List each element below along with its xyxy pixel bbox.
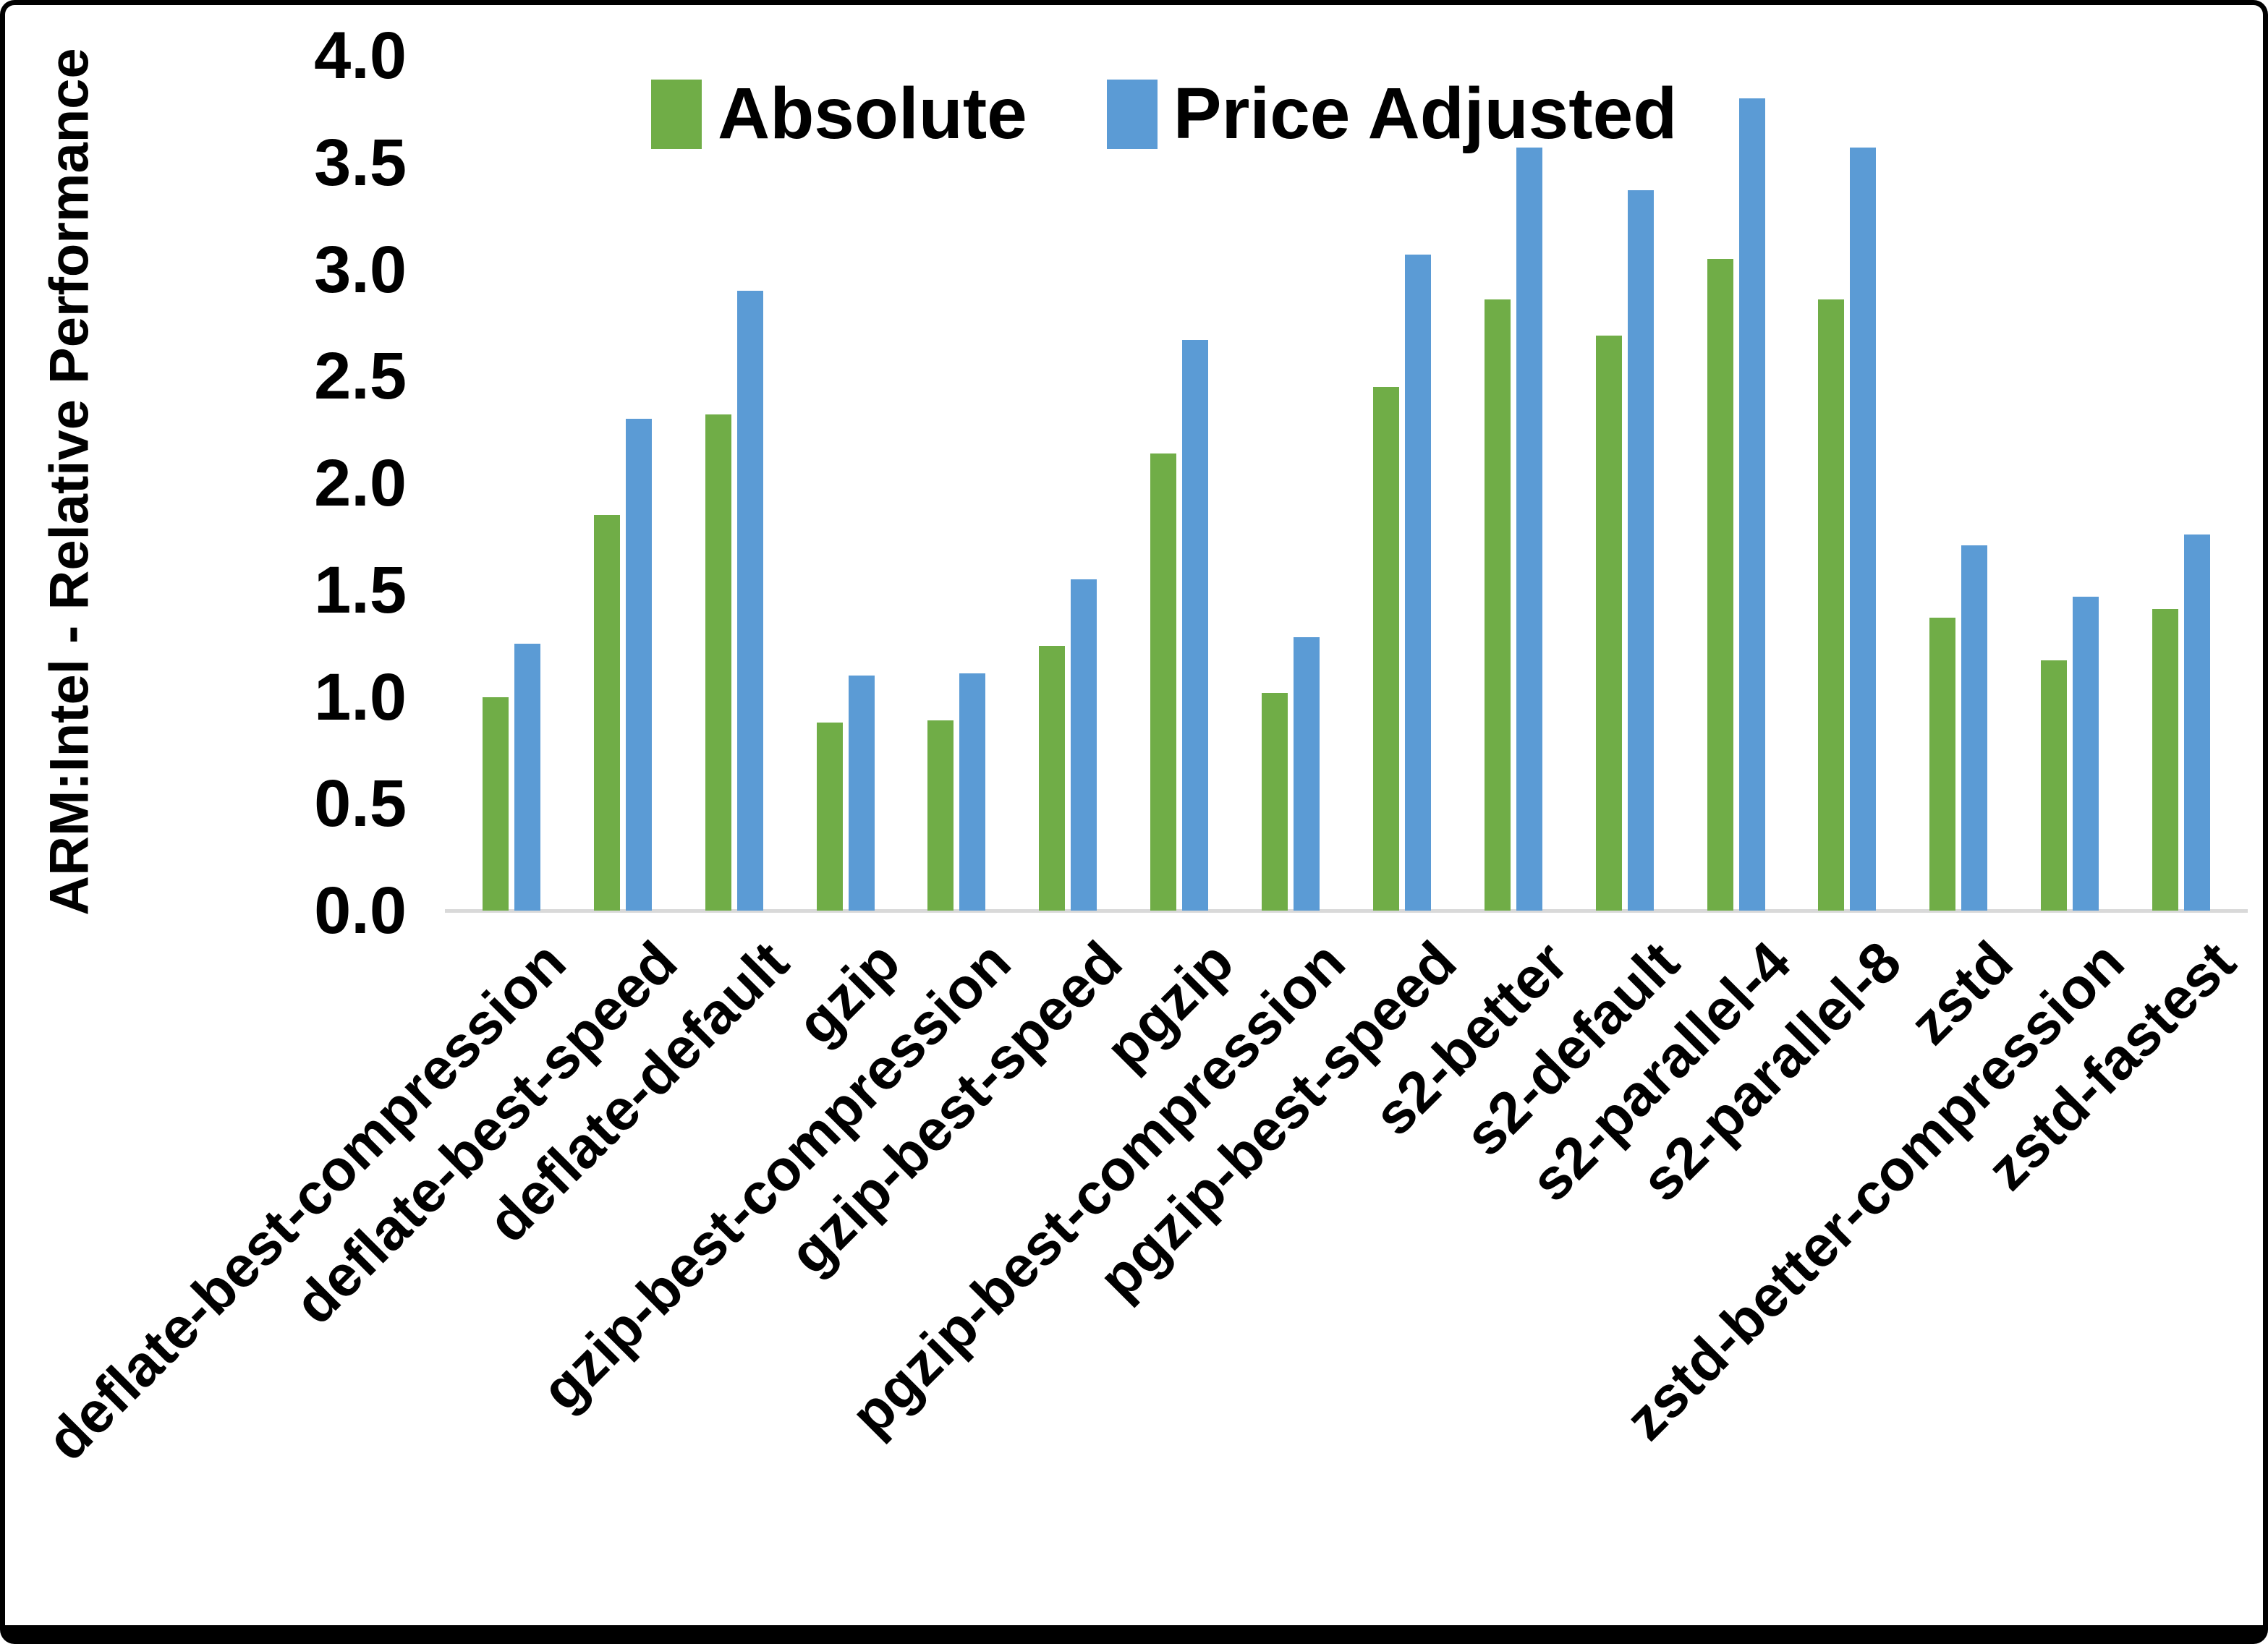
- bar-absolute-deflate-default: [705, 414, 731, 911]
- bar-price-adjusted-zstd: [1961, 545, 1988, 911]
- legend: Absolute Price Adjusted: [651, 72, 1677, 156]
- bar-price-adjusted-zstd-better-compression: [2073, 596, 2099, 911]
- bar-absolute-zstd: [1929, 618, 1956, 911]
- bar-price-adjusted-s2-parallel-4: [1738, 98, 1765, 911]
- bar-price-adjusted-s2-default: [1627, 190, 1654, 911]
- y-axis-title: ARM:Intel - Relative Performance: [38, 48, 101, 916]
- legend-item-absolute: Absolute: [651, 72, 1027, 156]
- bar-absolute-pgzip: [1150, 453, 1177, 911]
- bar-absolute-gzip: [816, 722, 843, 911]
- bar-absolute-pgzip-best-compression: [1262, 692, 1288, 911]
- y-tick-label: 0.0: [314, 874, 407, 947]
- bar-price-adjusted-deflate-default: [736, 291, 763, 911]
- y-tick-label: 0.5: [314, 767, 407, 841]
- bar-price-adjusted-pgzip-best-speed: [1404, 254, 1431, 911]
- bar-absolute-deflate-best-speed: [593, 515, 620, 911]
- bar-price-adjusted-gzip-best-compression: [959, 673, 986, 911]
- bar-price-adjusted-pgzip: [1182, 340, 1209, 911]
- bar-absolute-s2-default: [1595, 336, 1622, 911]
- legend-swatch-price-adjusted: [1106, 79, 1158, 149]
- y-tick-label: 3.5: [314, 125, 407, 200]
- bar-price-adjusted-s2-better: [1516, 148, 1542, 911]
- legend-label: Price Adjusted: [1173, 73, 1678, 154]
- bar-absolute-zstd-fastest: [2152, 609, 2179, 911]
- bar-price-adjusted-zstd-fastest: [2184, 534, 2211, 911]
- y-tick-label: 2.0: [314, 446, 407, 520]
- legend-label: Absolute: [718, 73, 1027, 154]
- y-tick-label: 2.5: [314, 339, 407, 414]
- bar-absolute-s2-parallel-4: [1707, 258, 1733, 911]
- bar-price-adjusted-gzip: [848, 675, 875, 911]
- bar-absolute-deflate-best-compression: [482, 697, 509, 911]
- legend-swatch-absolute: [651, 79, 702, 149]
- y-tick-label: 4.0: [314, 19, 407, 93]
- bar-absolute-pgzip-best-speed: [1372, 387, 1399, 911]
- x-axis-line: [445, 909, 2248, 913]
- bar-price-adjusted-deflate-best-compression: [514, 643, 540, 911]
- bar-price-adjusted-pgzip-best-compression: [1294, 636, 1320, 911]
- y-tick-label: 1.5: [314, 553, 407, 627]
- y-tick-label: 3.0: [314, 232, 407, 307]
- legend-item-price-adjusted: Price Adjusted: [1106, 72, 1678, 156]
- bar-absolute-gzip-best-compression: [927, 720, 954, 911]
- y-tick-label: 1.0: [314, 660, 407, 734]
- bar-price-adjusted-deflate-best-speed: [625, 419, 652, 911]
- bar-price-adjusted-gzip-best-speed: [1071, 579, 1097, 911]
- bar-price-adjusted-s2-parallel-8: [1850, 148, 1877, 911]
- bar-absolute-s2-better: [1484, 299, 1511, 911]
- bar-absolute-s2-parallel-8: [1818, 299, 1845, 911]
- bar-absolute-zstd-better-compression: [2041, 660, 2068, 911]
- bar-absolute-gzip-best-speed: [1039, 645, 1066, 911]
